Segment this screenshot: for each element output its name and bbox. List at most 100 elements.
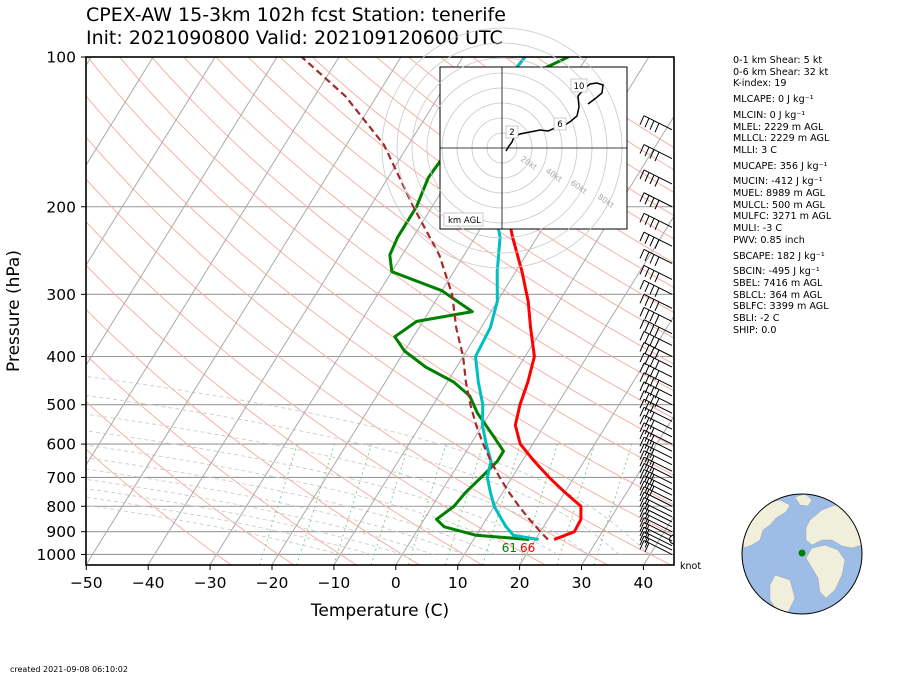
moist-adiabat <box>86 468 465 555</box>
wind-barb <box>643 406 673 422</box>
wind-barb-flag <box>649 441 655 452</box>
wind-barb <box>643 264 673 280</box>
wind-barb-flag <box>644 432 650 442</box>
x-tick-label: −40 <box>132 574 165 592</box>
created-timestamp: created 2021-09-08 06:10:02 <box>10 665 128 674</box>
wind-barb <box>643 443 673 459</box>
plot-frame <box>85 56 675 566</box>
mixing-ratio-line <box>482 443 521 565</box>
wind-barb-flag <box>639 480 645 491</box>
wind-barb-flag <box>639 398 645 409</box>
isotherm-line <box>581 415 674 565</box>
isotherm-line <box>86 57 340 467</box>
y-tick-label: 500 <box>46 396 76 414</box>
moist-adiabat <box>86 413 589 555</box>
wind-barb <box>643 372 673 388</box>
hodo-unit-label: km AGL <box>448 216 481 226</box>
wind-barb-flag <box>639 463 645 473</box>
stat-line: SBEL: 7416 m AGL <box>733 277 823 289</box>
wind-barb-flag <box>654 360 660 370</box>
x-tick-label: −10 <box>318 574 351 592</box>
hodo-height-label: 2 <box>509 128 514 138</box>
dry-adiabat <box>247 57 674 365</box>
parcel-line <box>301 57 549 541</box>
mixing-ratio-line <box>407 443 447 565</box>
wind-barb-flag <box>639 526 645 537</box>
wind-barb <box>643 248 673 264</box>
wind-barb-flag <box>654 220 660 231</box>
dry-adiabat <box>311 57 674 314</box>
wind-barb-flag <box>644 384 650 394</box>
wind-barb-flag <box>644 519 650 530</box>
wind-barb <box>643 491 673 507</box>
wind-barb <box>643 531 673 547</box>
wind-barb <box>643 422 673 438</box>
wind-barb-flag <box>644 117 650 128</box>
wind-barb-flag <box>654 177 660 187</box>
wind-barb-flag <box>654 398 660 408</box>
wind-barb-flag <box>639 331 645 341</box>
wind-barb-flag <box>644 251 650 262</box>
wind-barb-flag <box>639 429 645 440</box>
wind-barb-flag <box>649 412 655 422</box>
x-axis-label: Temperature (C) <box>310 601 449 621</box>
wind-barb-flag <box>644 355 650 365</box>
stat-line: MUCIN: -412 J kg⁻¹ <box>733 176 823 188</box>
dewpoint-line <box>388 57 569 541</box>
wind-barb-flag <box>654 151 660 162</box>
wind-barb-flag <box>649 377 655 387</box>
station-marker <box>798 549 806 557</box>
x-tick-label: −30 <box>194 574 227 592</box>
moist-adiabat <box>86 375 651 555</box>
wind-barb-flag <box>639 450 645 460</box>
wind-barb-flag <box>649 468 655 478</box>
wind-barb-flag <box>654 200 660 210</box>
y-tick-label: 200 <box>46 198 76 216</box>
wind-barb-flag <box>649 285 655 295</box>
chart-title-line2: Init: 2021090800 Valid: 202109120600 UTC <box>86 27 503 49</box>
wind-barb-flag <box>639 381 645 392</box>
wind-barb-flag <box>644 425 650 435</box>
dry-adiabat <box>86 136 672 565</box>
wind-barb-flag <box>649 419 655 430</box>
wind-barb-flag <box>644 365 650 375</box>
wind-barb-flag <box>649 270 655 280</box>
wind-barb-flag <box>654 314 660 325</box>
wind-barb-flag <box>644 529 650 539</box>
wind-barb-flag <box>654 338 660 349</box>
wind-barb <box>643 330 673 346</box>
stat-line: SBCAPE: 182 J kg⁻¹ <box>733 250 825 262</box>
wind-barb <box>643 480 673 496</box>
wind-barb-flag <box>644 296 650 306</box>
dry-adiabat <box>375 57 674 264</box>
mixing-ratio-line <box>556 443 596 565</box>
wind-barb-flag <box>639 115 645 125</box>
wind-barb-flag <box>639 319 645 329</box>
wind-barb <box>643 381 673 397</box>
wind-barb-flag <box>649 149 655 159</box>
mixing-ratio-line <box>593 443 633 565</box>
wind-barb-flag <box>644 489 650 499</box>
wind-barb-flag <box>644 401 650 411</box>
wind-barb <box>643 429 673 445</box>
x-tick-label: 40 <box>634 574 654 592</box>
wind-barb-flag <box>639 294 645 304</box>
wind-barb-flag <box>649 347 655 357</box>
surface-temp-label: 66 <box>520 541 535 555</box>
wind-barb-flag <box>644 459 650 469</box>
moist-adiabat <box>86 496 372 555</box>
stats-panel: 0-1 km Shear: 5 kt 0-6 km Shear: 32 kt K-i… <box>733 55 831 336</box>
wind-barb <box>643 507 673 523</box>
wind-barb-flag <box>644 409 650 420</box>
y-tick-label: 1000 <box>37 546 76 564</box>
wind-barb-flag <box>644 344 650 355</box>
wind-barb-flag <box>644 333 650 344</box>
wind-barb-flag <box>649 485 655 496</box>
dry-adiabat <box>86 264 483 565</box>
stat-line: MLCAPE: 0 J kg⁻¹ <box>733 94 814 106</box>
wind-barb-flag <box>639 486 645 496</box>
wind-barb-flag <box>654 287 660 298</box>
stat-line: K-index: 19 <box>733 78 787 90</box>
dry-adiabat <box>86 354 357 565</box>
stat-line: MLLCL: 2229 m AGL <box>733 133 830 145</box>
